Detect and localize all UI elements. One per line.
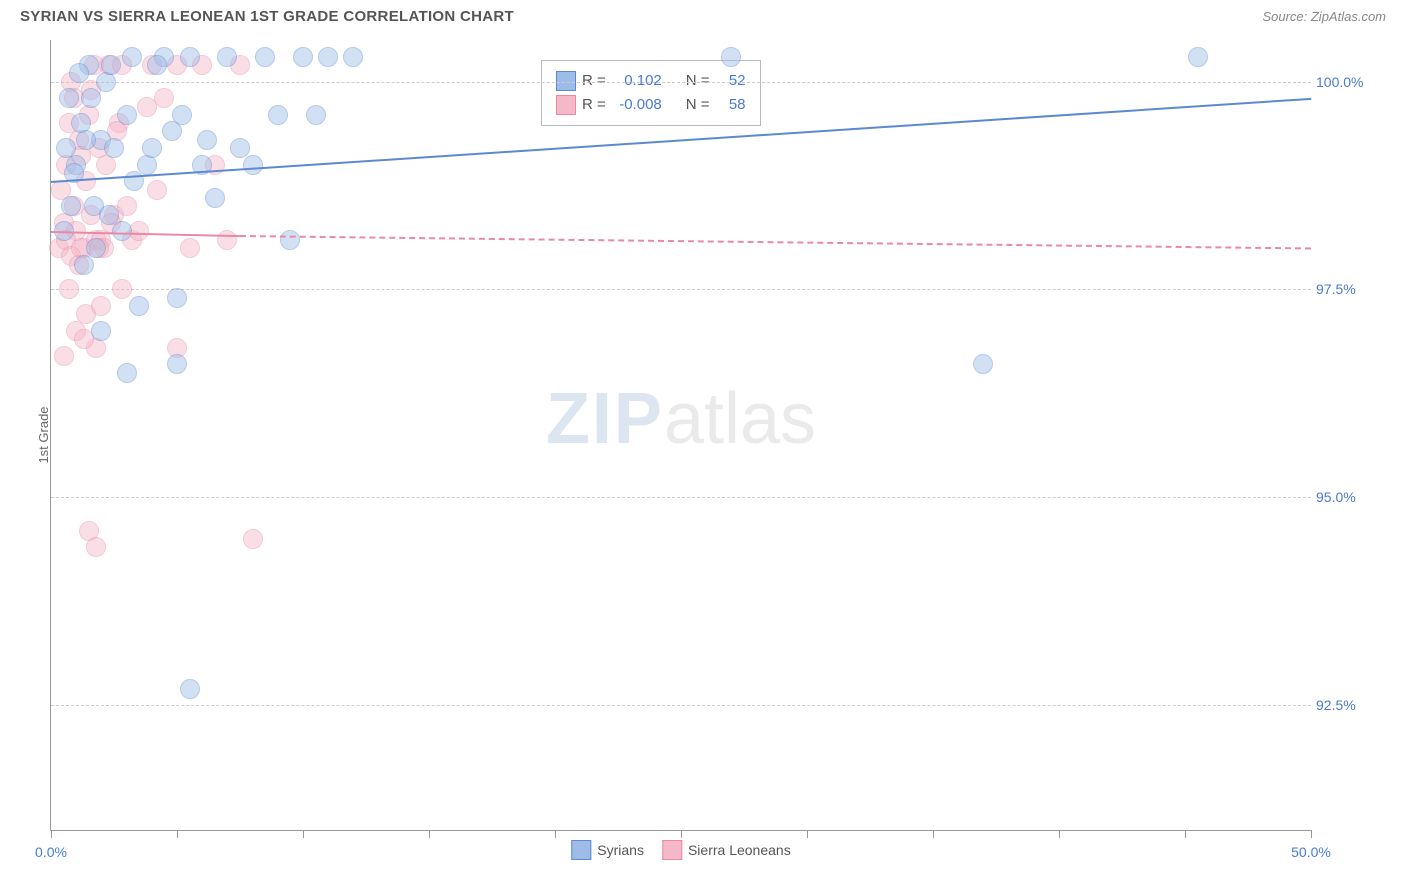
data-point	[343, 47, 363, 67]
x-tick	[933, 830, 934, 838]
legend-label-pink: Sierra Leoneans	[688, 842, 791, 858]
grid-line	[51, 289, 1311, 290]
data-point	[180, 238, 200, 258]
legend-item-blue: Syrians	[571, 840, 644, 860]
n-value-pink: 58	[716, 93, 746, 117]
data-point	[280, 230, 300, 250]
data-point	[306, 105, 326, 125]
x-tick	[429, 830, 430, 838]
y-tick-label: 100.0%	[1316, 74, 1386, 90]
data-point	[117, 196, 137, 216]
legend-label-blue: Syrians	[597, 842, 644, 858]
data-point	[243, 529, 263, 549]
data-point	[86, 238, 106, 258]
x-tick	[555, 830, 556, 838]
data-point	[180, 47, 200, 67]
data-point	[129, 296, 149, 316]
data-point	[217, 47, 237, 67]
data-point	[167, 288, 187, 308]
data-point	[101, 55, 121, 75]
data-point	[180, 679, 200, 699]
x-tick	[177, 830, 178, 838]
data-point	[117, 105, 137, 125]
data-point	[112, 221, 132, 241]
data-point	[122, 47, 142, 67]
x-tick-label: 50.0%	[1291, 844, 1331, 860]
plot-area: ZIPatlas R = 0.102 N = 52 R = -0.008 N =…	[50, 40, 1311, 831]
data-point	[129, 221, 149, 241]
watermark: ZIPatlas	[546, 378, 816, 460]
legend-swatch-pink-icon	[662, 840, 682, 860]
data-point	[104, 138, 124, 158]
data-point	[142, 138, 162, 158]
watermark-atlas: atlas	[664, 379, 816, 459]
data-point	[205, 188, 225, 208]
data-point	[81, 88, 101, 108]
chart-title: SYRIAN VS SIERRA LEONEAN 1ST GRADE CORRE…	[20, 8, 514, 25]
legend-swatch-blue-icon	[571, 840, 591, 860]
x-tick	[807, 830, 808, 838]
swatch-pink-icon	[556, 95, 576, 115]
chart-header: SYRIAN VS SIERRA LEONEAN 1ST GRADE CORRE…	[0, 0, 1406, 31]
data-point	[59, 279, 79, 299]
grid-line	[51, 497, 1311, 498]
y-axis-title: 1st Grade	[36, 406, 51, 463]
series-legend: Syrians Sierra Leoneans	[571, 840, 790, 860]
data-point	[973, 354, 993, 374]
chart-container: 1st Grade ZIPatlas R = 0.102 N = 52 R = …	[50, 40, 1390, 830]
data-point	[162, 121, 182, 141]
legend-item-pink: Sierra Leoneans	[662, 840, 791, 860]
data-point	[167, 354, 187, 374]
data-point	[243, 155, 263, 175]
data-point	[117, 363, 137, 383]
data-point	[721, 47, 741, 67]
data-point	[56, 138, 76, 158]
data-point	[54, 346, 74, 366]
x-tick-label: 0.0%	[35, 844, 67, 860]
data-point	[255, 47, 275, 67]
data-point	[91, 296, 111, 316]
y-tick-label: 95.0%	[1316, 489, 1386, 505]
data-point	[99, 205, 119, 225]
y-tick-label: 92.5%	[1316, 697, 1386, 713]
r-label-pink: R =	[582, 93, 606, 117]
chart-source: Source: ZipAtlas.com	[1262, 9, 1386, 24]
x-tick	[1185, 830, 1186, 838]
x-tick	[51, 830, 52, 838]
data-point	[154, 88, 174, 108]
data-point	[59, 88, 79, 108]
x-tick	[681, 830, 682, 838]
x-tick	[1311, 830, 1312, 838]
data-point	[69, 63, 89, 83]
data-point	[76, 130, 96, 150]
data-point	[318, 47, 338, 67]
data-point	[86, 537, 106, 557]
data-point	[147, 55, 167, 75]
stats-row-pink: R = -0.008 N = 58	[556, 93, 746, 117]
data-point	[74, 255, 94, 275]
data-point	[61, 196, 81, 216]
grid-line	[51, 705, 1311, 706]
x-tick	[303, 830, 304, 838]
stats-legend: R = 0.102 N = 52 R = -0.008 N = 58	[541, 60, 761, 126]
data-point	[91, 321, 111, 341]
n-label-pink: N =	[686, 93, 710, 117]
watermark-zip: ZIP	[546, 379, 664, 459]
data-point	[268, 105, 288, 125]
trend-line	[240, 235, 1311, 249]
data-point	[147, 180, 167, 200]
r-value-pink: -0.008	[612, 93, 662, 117]
grid-line	[51, 82, 1311, 83]
x-tick	[1059, 830, 1060, 838]
data-point	[1188, 47, 1208, 67]
data-point	[197, 130, 217, 150]
y-tick-label: 97.5%	[1316, 281, 1386, 297]
data-point	[217, 230, 237, 250]
data-point	[293, 47, 313, 67]
data-point	[112, 279, 132, 299]
